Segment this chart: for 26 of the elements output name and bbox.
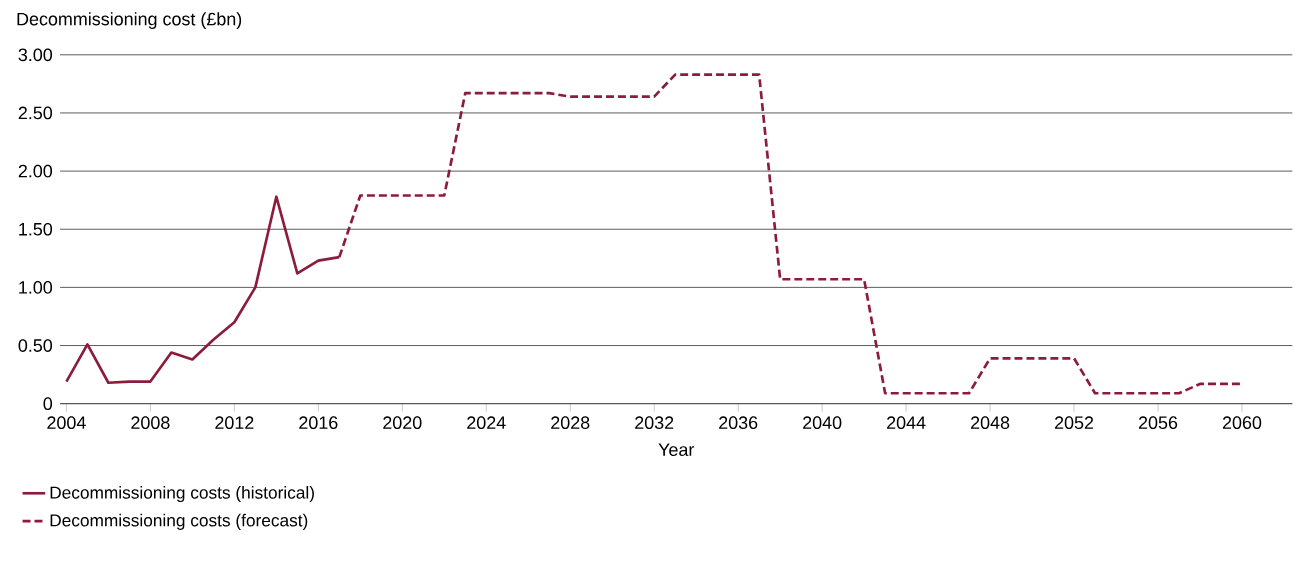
x-tick-label: 2048 bbox=[971, 416, 1010, 430]
x-axis-title: Year bbox=[658, 443, 695, 457]
y-tick-label: 3.00 bbox=[18, 48, 53, 62]
x-tick-label: 2044 bbox=[887, 416, 926, 430]
x-tick-label: 2004 bbox=[47, 416, 86, 430]
x-tick-label: 2012 bbox=[215, 416, 254, 430]
x-tick-label: 2024 bbox=[467, 416, 506, 430]
x-tick-label: 2036 bbox=[719, 416, 758, 430]
y-tick-label: 1.00 bbox=[19, 281, 53, 294]
x-tick-label: 2028 bbox=[551, 416, 590, 430]
y-tick-label: 0 bbox=[43, 397, 53, 411]
x-tick-label: 2020 bbox=[383, 416, 422, 430]
x-tick-label: 2016 bbox=[299, 416, 338, 430]
y-tick-label: 2.50 bbox=[18, 106, 53, 120]
legend-label: Decommissioning costs (historical) bbox=[50, 486, 314, 503]
x-tick-label: 2052 bbox=[1054, 416, 1094, 430]
y-tick-label: 1.50 bbox=[19, 222, 53, 236]
x-tick-label: 2056 bbox=[1138, 416, 1178, 430]
x-tick-label: 2060 bbox=[1222, 416, 1262, 430]
x-tick-label: 2040 bbox=[803, 416, 842, 430]
y-tick-label: 0.50 bbox=[18, 339, 53, 352]
x-tick-label: 2032 bbox=[635, 416, 674, 430]
y-axis-title: Decommissioning cost (£bn) bbox=[17, 12, 242, 30]
y-tick-label: 2.00 bbox=[18, 164, 53, 178]
x-tick-label: 2008 bbox=[131, 416, 170, 430]
legend-label: Decommissioning costs (forecast) bbox=[50, 513, 308, 530]
